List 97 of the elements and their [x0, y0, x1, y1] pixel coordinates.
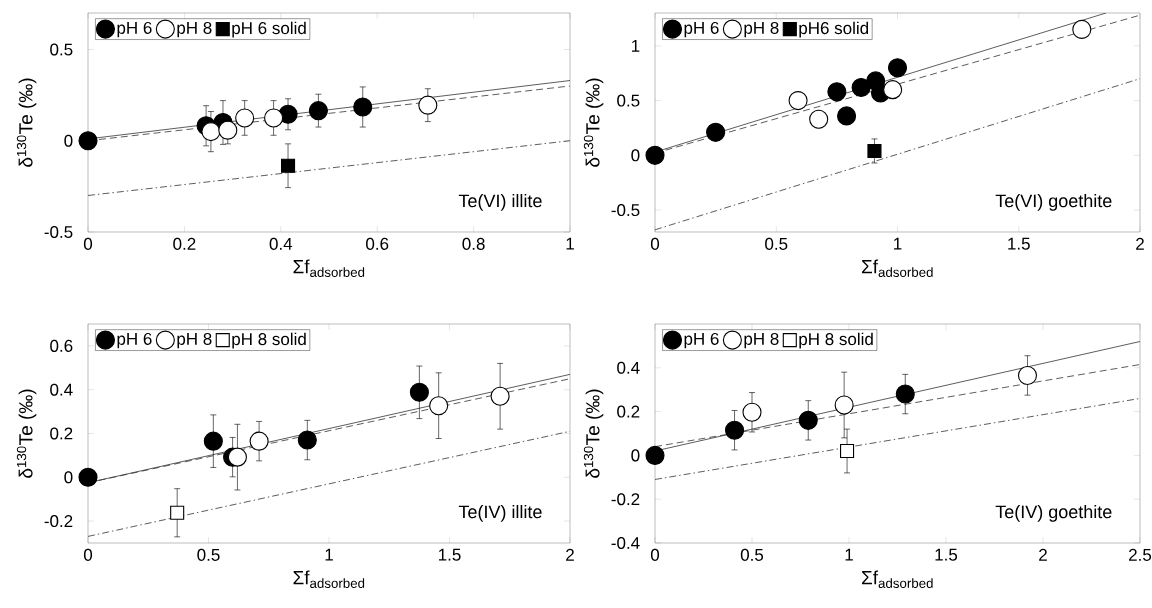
y-tick-label: 0	[631, 449, 640, 462]
legend-label: pH 6	[684, 21, 719, 38]
point	[78, 467, 98, 487]
point	[297, 430, 317, 450]
x-tick-label: 0.4	[269, 237, 293, 250]
point	[429, 396, 449, 416]
x-tick-label: 2.5	[1129, 548, 1152, 561]
point	[840, 443, 855, 459]
y-tick-label: -0.4	[611, 536, 640, 550]
x-tick-label: 0.5	[740, 548, 764, 561]
point	[1072, 19, 1092, 39]
x-tick-label: 0	[650, 237, 660, 250]
x-tick-label: 1	[566, 237, 574, 250]
y-tick-label: 0.4	[617, 361, 640, 374]
y-tick-label: 0.2	[50, 427, 73, 440]
x-tick-label: 0.5	[197, 548, 220, 561]
legend-label: pH 6	[117, 21, 152, 38]
point	[706, 122, 726, 142]
legend-label: pH 8	[744, 21, 779, 38]
point	[827, 82, 847, 102]
y-axis-title: δ$^{130}$Te (‰)	[583, 389, 604, 478]
y-tick-label: 0	[631, 149, 640, 162]
point	[170, 505, 185, 520]
annotation: Te(IV) goethite	[995, 505, 1112, 522]
point	[308, 101, 328, 121]
point	[834, 395, 854, 415]
point	[490, 386, 510, 406]
legend-label: pH 8	[177, 21, 212, 38]
point	[78, 131, 98, 151]
x-tick-label: 1	[845, 548, 853, 561]
annotation: Te(VI) goethite	[995, 194, 1112, 211]
x-tick-label: 0.5	[765, 237, 788, 250]
y-tick-label: 1	[631, 39, 640, 52]
point	[264, 108, 284, 128]
point	[883, 80, 903, 100]
legend-label: pH 8	[177, 332, 212, 349]
x-tick-label: 1.5	[935, 548, 958, 561]
point	[409, 382, 429, 402]
point	[809, 109, 829, 129]
x-axis-title: Σf$_{adsorbed}$	[293, 259, 365, 277]
point	[218, 120, 238, 140]
point	[353, 97, 373, 117]
x-tick-label: 2	[566, 548, 574, 561]
point	[203, 431, 223, 451]
y-tick-label: -0.5	[44, 225, 73, 239]
y-tick-label: 0.5	[50, 43, 73, 56]
x-axis-title: Σf$_{adsorbed}$	[293, 570, 365, 588]
x-tick-label: 0.6	[366, 237, 389, 250]
legend-label: pH 6	[117, 332, 152, 349]
legend-label: pH 6 solid	[232, 21, 306, 38]
y-axis-title: δ$^{130}$Te (‰)	[16, 78, 37, 167]
x-tick-label: 1	[325, 548, 333, 561]
y-tick-label: 0	[64, 134, 73, 147]
point	[887, 58, 908, 78]
y-tick-label: -0.2	[611, 493, 640, 506]
x-tick-label: 0	[83, 237, 93, 250]
y-tick-label: 0.5	[617, 94, 640, 107]
point	[235, 108, 255, 128]
point	[895, 384, 915, 404]
point	[798, 410, 818, 430]
legend-label: pH 8 solid	[799, 332, 873, 349]
legend-label: pH 8 solid	[232, 332, 306, 349]
annotation: Te(IV) illite	[458, 505, 542, 522]
point	[851, 77, 871, 98]
point	[645, 445, 665, 465]
y-axis-title: δ$^{130}$Te (‰)	[583, 78, 604, 167]
point	[788, 91, 808, 111]
y-tick-label: -0.2	[44, 515, 73, 528]
y-tick-label: 0.4	[50, 383, 73, 396]
point	[418, 95, 438, 115]
legend-label: pH6 solid	[799, 21, 869, 38]
x-tick-label: 0	[83, 548, 93, 561]
x-tick-label: 2	[1136, 237, 1144, 250]
point	[837, 106, 857, 126]
y-tick-label: 0.6	[50, 339, 73, 352]
point	[724, 420, 745, 440]
point	[280, 158, 296, 173]
x-tick-label: 1.5	[1008, 237, 1030, 250]
x-tick-label: 1	[894, 237, 902, 250]
legend-label: pH 6	[684, 332, 719, 349]
x-axis-title: Σf$_{adsorbed}$	[862, 259, 933, 277]
x-tick-label: 0.8	[462, 237, 485, 250]
y-tick-label: 0	[64, 471, 73, 484]
x-tick-label: 0	[650, 548, 660, 561]
point	[742, 402, 762, 422]
y-axis-title: δ$^{130}$Te (‰)	[16, 389, 37, 478]
x-axis-title: Σf$_{adsorbed}$	[862, 570, 933, 588]
point	[249, 431, 269, 451]
point	[645, 145, 665, 165]
legend-label: pH 8	[744, 332, 779, 349]
point	[867, 143, 882, 159]
y-tick-label: 0.2	[617, 405, 640, 418]
y-tick-label: -0.5	[611, 204, 640, 217]
x-tick-label: 1.5	[438, 548, 461, 561]
x-tick-label: 0.2	[173, 237, 196, 250]
annotation: Te(VI) illite	[458, 194, 542, 211]
x-tick-label: 2	[1039, 548, 1047, 561]
